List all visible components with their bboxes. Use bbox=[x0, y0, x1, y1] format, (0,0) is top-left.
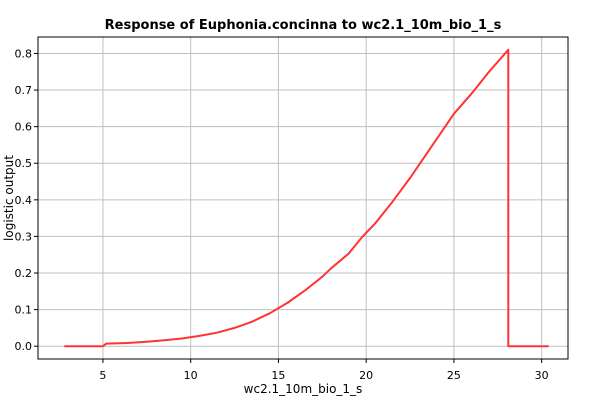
x-tick-label: 30 bbox=[535, 369, 549, 382]
x-axis: 5 10 15 20 25 30 bbox=[99, 359, 549, 382]
grid bbox=[38, 37, 568, 359]
y-axis-label: logistic output bbox=[2, 155, 16, 241]
x-axis-label: wc2.1_10m_bio_1_s bbox=[244, 382, 363, 396]
y-axis: 0.0 0.1 0.2 0.3 0.4 0.5 0.6 0.7 0.8 bbox=[15, 47, 38, 353]
y-tick-label: 0.6 bbox=[15, 121, 33, 134]
x-tick-label: 25 bbox=[447, 369, 461, 382]
plot-frame bbox=[37, 36, 569, 360]
y-tick-label: 0.3 bbox=[15, 230, 33, 243]
x-tick-label: 15 bbox=[271, 369, 285, 382]
series-layer bbox=[64, 48, 549, 348]
y-tick-label: 0.0 bbox=[15, 340, 33, 353]
y-tick-label: 0.5 bbox=[15, 157, 33, 170]
y-tick-label: 0.2 bbox=[15, 267, 33, 280]
y-tick-label: 0.8 bbox=[15, 47, 33, 60]
x-tick-label: 20 bbox=[359, 369, 373, 382]
series-line-1 bbox=[64, 48, 549, 348]
x-tick-label: 10 bbox=[184, 369, 198, 382]
x-tick-label: 5 bbox=[99, 369, 106, 382]
y-tick-label: 0.7 bbox=[15, 84, 33, 97]
y-tick-label: 0.4 bbox=[15, 194, 33, 207]
y-tick-label: 0.1 bbox=[15, 304, 33, 317]
chart-title: Response of Euphonia.concinna to wc2.1_1… bbox=[105, 18, 502, 33]
